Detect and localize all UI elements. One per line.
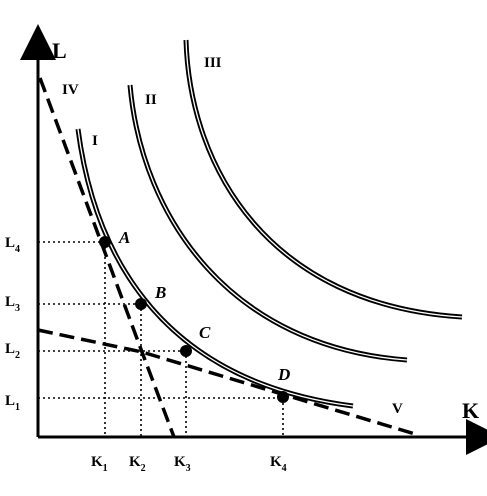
point-d — [277, 391, 289, 403]
point-d-label: D — [277, 365, 290, 384]
isoquant-iii-label: III — [204, 55, 222, 71]
isocost-iv-label: IV — [62, 82, 79, 98]
y-tick-l1: L1 — [5, 393, 20, 413]
isoquant-iii — [183, 39, 463, 320]
point-c-label: C — [199, 323, 211, 342]
y-axis-label: L — [52, 38, 67, 63]
isoquant-i-label: I — [92, 133, 98, 149]
x-axis-label: K — [462, 398, 479, 423]
guide-lines — [38, 241, 284, 437]
isocost-v-label: V — [392, 401, 403, 417]
x-tick-k4: K4 — [270, 454, 287, 474]
isocost-iv — [38, 77, 176, 438]
y-tick-l3: L3 — [5, 294, 20, 314]
y-tick-l2: L2 — [5, 341, 20, 361]
point-a — [99, 236, 111, 248]
x-tick-k2: K2 — [129, 454, 146, 474]
point-c — [180, 345, 192, 357]
x-tick-k3: K3 — [174, 454, 191, 474]
point-b — [135, 298, 147, 310]
isoquant-ii — [127, 84, 408, 363]
tangency-points — [99, 236, 289, 403]
isocost-v — [37, 328, 416, 436]
point-a-label: A — [118, 228, 130, 247]
isoquant-curves — [75, 39, 463, 409]
point-b-label: B — [154, 283, 166, 302]
isoquant-i — [75, 128, 354, 409]
isoquant-ii-label: II — [145, 92, 157, 108]
isocost-lines — [37, 77, 416, 438]
y-tick-l4: L4 — [5, 235, 20, 255]
x-tick-k1: K1 — [91, 454, 108, 474]
